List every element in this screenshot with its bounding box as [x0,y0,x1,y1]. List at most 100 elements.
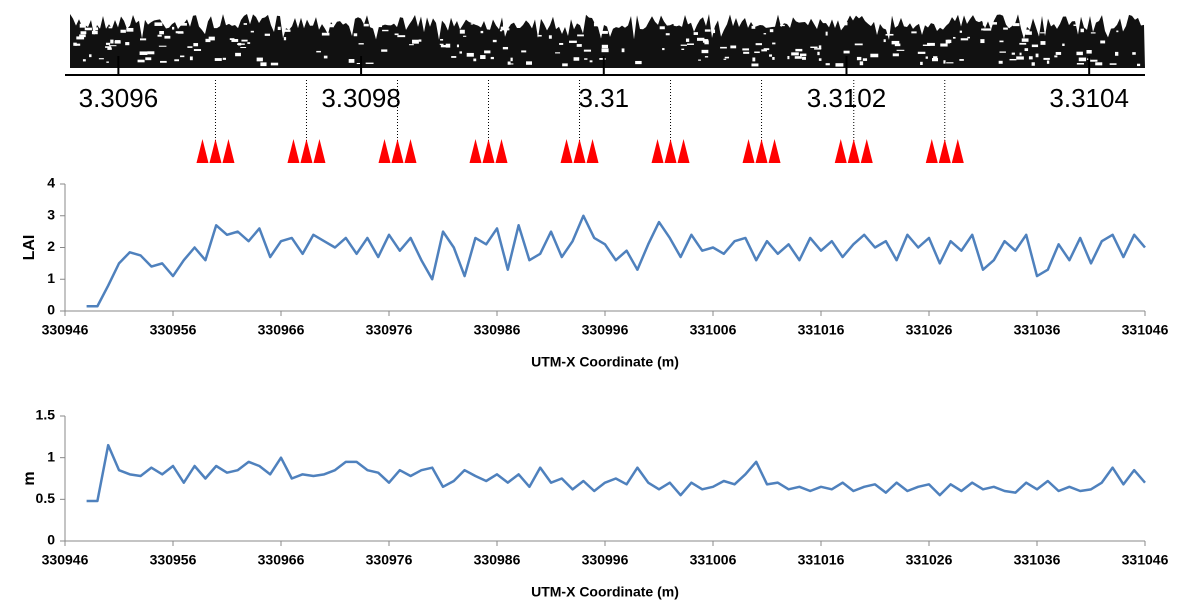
canopy-gap [174,59,179,61]
canopy-gap [886,34,894,36]
marker-triangle [939,139,951,163]
x-tick-label: 331026 [906,322,953,338]
canopy-gap [764,33,767,34]
canopy-gap [441,45,448,47]
y-tick-label: 1.5 [36,407,56,423]
canopy-gap [769,54,772,56]
canopy-gap [770,29,773,32]
canopy-gap [860,61,863,65]
canopy-gap [584,58,587,60]
canopy-gap [115,40,121,41]
x-tick-label: 331046 [1122,322,1169,338]
canopy-gap [223,58,226,60]
marker-triangle [835,139,847,163]
marker-triangle [483,139,495,163]
canopy-gap [440,39,443,41]
x-tick-label: 3.3102 [807,83,887,113]
x-tick-label: 331006 [690,322,737,338]
canopy-gap [946,62,953,63]
x-tick-label: 330976 [366,322,413,338]
canopy-gap [164,36,170,39]
canopy-gap [109,27,112,29]
canopy-gap [1095,62,1102,65]
canopy-gap [126,28,133,32]
canopy-gap [247,42,250,44]
marker-triangle [470,139,482,163]
y-tick-label: 2 [47,238,55,254]
canopy-gap [109,45,117,46]
canopy-gap [681,49,684,50]
canopy-gap [284,37,286,40]
canopy-gap [378,24,382,27]
canopy-gap [1086,50,1091,54]
x-tick-label: 3.3096 [79,83,159,113]
canopy-gap [555,52,560,53]
marker-triangle [756,139,768,163]
x-tick-label: 330966 [258,552,305,568]
y-tick-label: 0 [47,302,55,318]
canopy-gap [752,26,756,29]
canopy-gap [802,57,806,60]
canopy-gap [1091,32,1096,33]
data-line [87,445,1145,501]
canopy-gap [145,57,151,60]
canopy-gap [1073,24,1076,25]
canopy-gap [933,56,937,58]
canopy-gap [503,47,508,49]
canopy-gap [93,27,98,30]
canopy-gap [980,39,984,43]
canopy-gap [180,23,187,26]
canopy-gap [1022,38,1029,41]
canopy-gap [697,38,704,41]
canopy-gap [1016,56,1024,59]
canopy-gap [251,31,254,33]
canopy-gap [947,40,951,43]
canopy-gap [884,39,886,42]
marker-triangle [287,139,299,163]
canopy-gap [265,34,270,36]
canopy-gap [364,24,369,27]
y-tick-label: 4 [47,175,55,191]
canopy-gap [999,61,1003,64]
x-tick-label: 330946 [42,552,89,568]
x-tick-label: 3.31 [578,83,629,113]
canopy-gap [419,39,422,41]
canopy-gap [1079,58,1086,62]
canopy-gap [960,31,962,33]
canopy-gap [241,40,247,42]
canopy-gap [943,60,945,63]
canopy-gap [147,51,154,54]
canopy-gap [460,30,465,34]
canopy-gap [584,50,591,52]
canopy-gap [601,31,607,34]
canopy-gap [493,40,497,42]
marker-triangle [769,139,781,163]
marker-triangle [378,139,390,163]
canopy-gap [893,53,899,56]
canopy-gap [278,27,281,30]
canopy-gap [602,45,608,48]
canopy-gap [897,50,905,51]
figure: 3.30963.30983.313.31023.3104012343309463… [0,0,1177,603]
marker-triangle [222,139,234,163]
canopy-gap [577,34,584,36]
y-tick-label: 3 [47,206,55,222]
canopy-gap [316,51,321,52]
canopy-gap [190,56,193,60]
canopy-gap [521,50,526,52]
canopy-gap [698,60,701,61]
canopy-gap [502,28,510,30]
marker-triangle [391,139,403,163]
canopy-gap [107,47,111,49]
marker-triangle [587,139,599,163]
marker-triangle [952,139,964,163]
canopy-gap [742,48,749,50]
canopy-gap [1009,59,1016,60]
canopy-gap [666,33,670,35]
marker-triangle [313,139,325,163]
canopy-gap [1025,31,1032,34]
x-tick-label: 331036 [1014,552,1061,568]
canopy-gap [863,58,867,61]
canopy-gap [559,43,563,45]
canopy-gap [549,35,552,38]
